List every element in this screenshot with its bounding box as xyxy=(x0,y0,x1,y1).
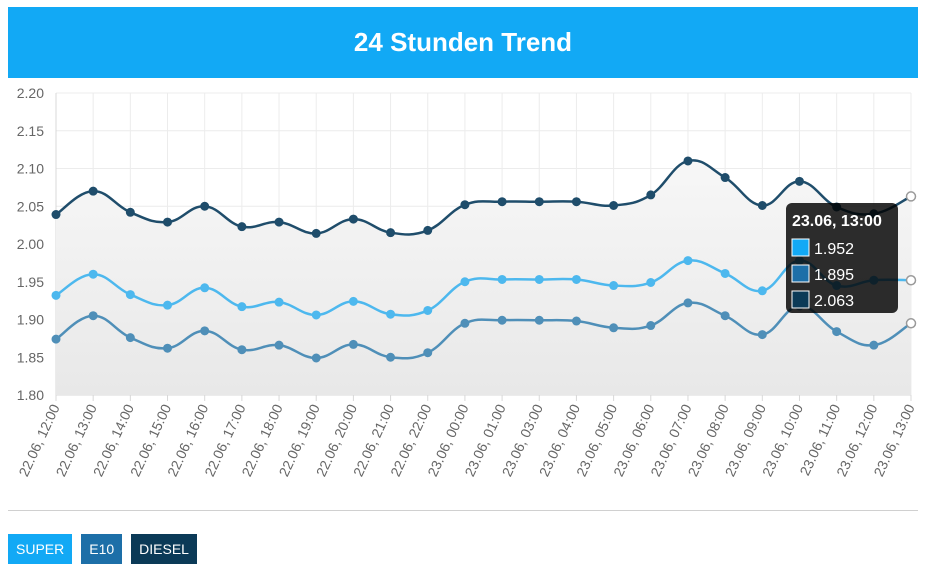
data-point-diesel xyxy=(460,200,470,210)
y-tick-label: 2.15 xyxy=(17,123,44,139)
legend-button-e10[interactable]: E10 xyxy=(81,534,123,564)
data-point-diesel xyxy=(311,228,321,238)
data-point-diesel xyxy=(348,214,358,224)
data-point-super xyxy=(125,290,135,300)
tooltip-value: 2.063 xyxy=(814,293,854,310)
data-point-super xyxy=(905,274,917,286)
divider xyxy=(8,510,918,511)
data-point-super xyxy=(683,256,693,266)
data-point-diesel xyxy=(274,217,284,227)
data-point-super xyxy=(163,300,173,310)
data-point-e10 xyxy=(125,333,135,343)
data-point-diesel xyxy=(534,197,544,207)
y-tick-label: 2.00 xyxy=(17,236,44,252)
data-point-super xyxy=(720,268,730,278)
data-point-e10 xyxy=(311,353,321,363)
tooltip-swatch xyxy=(791,264,810,283)
data-point-super xyxy=(237,302,247,312)
data-point-diesel xyxy=(125,207,135,217)
data-point-diesel xyxy=(237,222,247,232)
data-point-diesel xyxy=(720,173,730,183)
data-point-diesel xyxy=(794,176,804,186)
data-point-e10 xyxy=(683,298,693,308)
data-point-super xyxy=(386,309,396,319)
data-point-e10 xyxy=(869,340,879,350)
data-point-diesel xyxy=(497,197,507,207)
data-point-super xyxy=(423,305,433,315)
tooltip-title: 23.06, 13:00 xyxy=(792,213,882,230)
legend-button-diesel[interactable]: DIESEL xyxy=(131,534,197,564)
data-point-diesel xyxy=(200,201,210,211)
y-tick-label: 2.20 xyxy=(17,85,44,101)
data-point-super xyxy=(88,269,98,279)
chart-title: 24 Stunden Trend xyxy=(353,27,573,57)
data-point-super xyxy=(274,297,284,307)
y-tick-label: 1.90 xyxy=(17,312,44,328)
data-point-e10 xyxy=(423,348,433,358)
tooltip-box xyxy=(786,203,898,313)
data-point-diesel xyxy=(609,200,619,210)
y-tick-label: 1.85 xyxy=(17,349,44,365)
y-tick-label: 1.80 xyxy=(17,387,44,403)
data-point-super xyxy=(348,296,358,306)
data-point-diesel xyxy=(571,197,581,207)
data-point-super xyxy=(200,283,210,293)
tooltip-value: 1.952 xyxy=(814,241,854,258)
data-point-super xyxy=(311,310,321,320)
data-point-e10 xyxy=(460,318,470,328)
data-point-e10 xyxy=(163,343,173,353)
chart-header: 24 Stunden Trend xyxy=(8,7,918,78)
tooltip-swatch xyxy=(791,290,810,309)
data-point-diesel xyxy=(51,210,61,220)
data-point-diesel xyxy=(683,156,693,166)
data-point-diesel xyxy=(386,228,396,238)
data-point-super xyxy=(609,281,619,291)
legend-button-super[interactable]: SUPER xyxy=(8,534,73,564)
data-point-super xyxy=(646,278,656,288)
data-point-diesel xyxy=(646,190,656,200)
data-point-e10 xyxy=(497,315,507,325)
data-point-diesel xyxy=(88,186,98,196)
data-point-super xyxy=(51,290,61,300)
data-point-e10 xyxy=(905,318,917,329)
data-point-super xyxy=(571,274,581,284)
y-tick-label: 1.95 xyxy=(17,274,44,290)
data-point-e10 xyxy=(200,326,210,336)
data-point-e10 xyxy=(720,311,730,321)
data-point-diesel xyxy=(423,225,433,235)
data-point-e10 xyxy=(348,339,358,349)
data-point-e10 xyxy=(832,327,842,337)
data-point-diesel xyxy=(163,217,173,227)
trend-chart[interactable]: 1.801.851.901.952.002.052.102.152.2022.0… xyxy=(0,80,926,510)
tooltip-swatch xyxy=(791,238,810,257)
data-point-e10 xyxy=(51,334,61,344)
data-point-diesel xyxy=(757,200,767,210)
data-point-e10 xyxy=(237,345,247,355)
data-point-super xyxy=(757,286,767,296)
data-point-super xyxy=(497,274,507,284)
y-tick-label: 2.05 xyxy=(17,198,44,214)
data-point-super xyxy=(460,277,470,287)
data-point-e10 xyxy=(757,330,767,340)
data-point-e10 xyxy=(534,315,544,325)
data-point-e10 xyxy=(609,323,619,333)
data-point-e10 xyxy=(571,316,581,326)
fuel-type-legend: SUPER E10 DIESEL xyxy=(8,534,197,564)
data-point-super xyxy=(534,274,544,284)
tooltip-value: 1.895 xyxy=(814,267,854,284)
tooltip: 23.06, 13:00 1.952 1.895 2.063 xyxy=(786,203,898,313)
y-tick-label: 2.10 xyxy=(17,161,44,177)
data-point-diesel xyxy=(905,191,917,202)
data-point-e10 xyxy=(646,321,656,331)
data-point-e10 xyxy=(88,311,98,321)
data-point-e10 xyxy=(386,352,396,362)
data-point-e10 xyxy=(274,340,284,350)
